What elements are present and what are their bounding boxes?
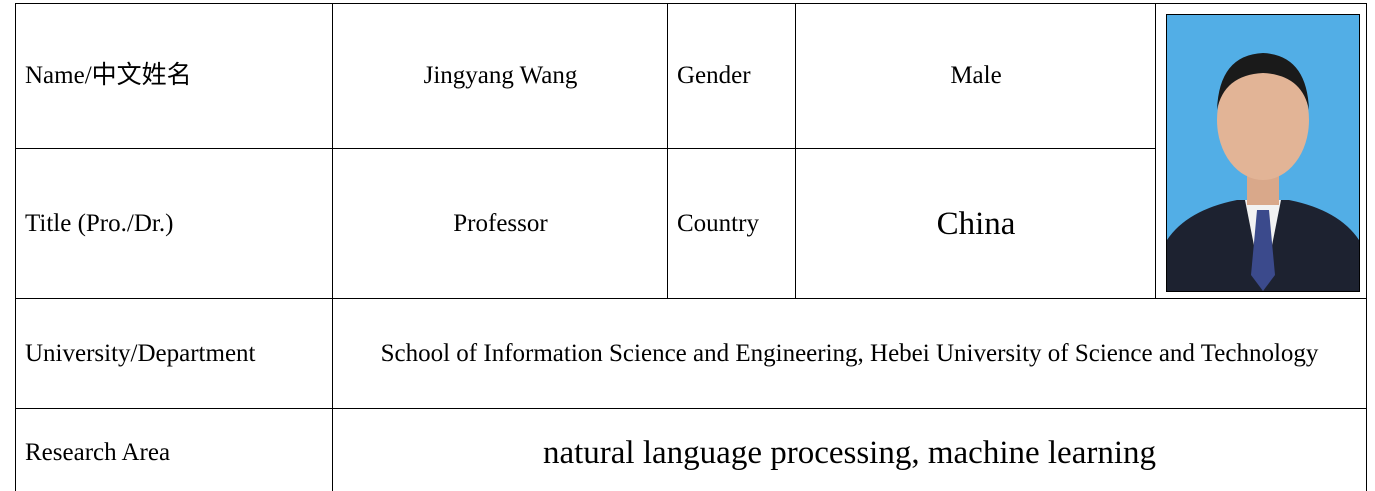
label-cell: Country — [667, 148, 796, 299]
label-cell: University/Department — [15, 298, 333, 409]
label-cell: Name/中文姓名 — [15, 3, 333, 149]
value-cell: School of Information Science and Engine… — [332, 298, 1367, 409]
value-cell: Male — [795, 3, 1156, 149]
label-cell: Title (Pro./Dr.) — [15, 148, 333, 299]
photo-cell — [1155, 3, 1367, 299]
value-cell: Jingyang Wang — [332, 3, 668, 149]
label-cell: Research Area — [15, 408, 333, 491]
value-cell: Professor — [332, 148, 668, 299]
value-cell: China — [795, 148, 1156, 299]
label-cell: Gender — [667, 3, 796, 149]
photo — [1166, 14, 1360, 292]
value-cell: natural language processing, machine lea… — [332, 408, 1367, 491]
